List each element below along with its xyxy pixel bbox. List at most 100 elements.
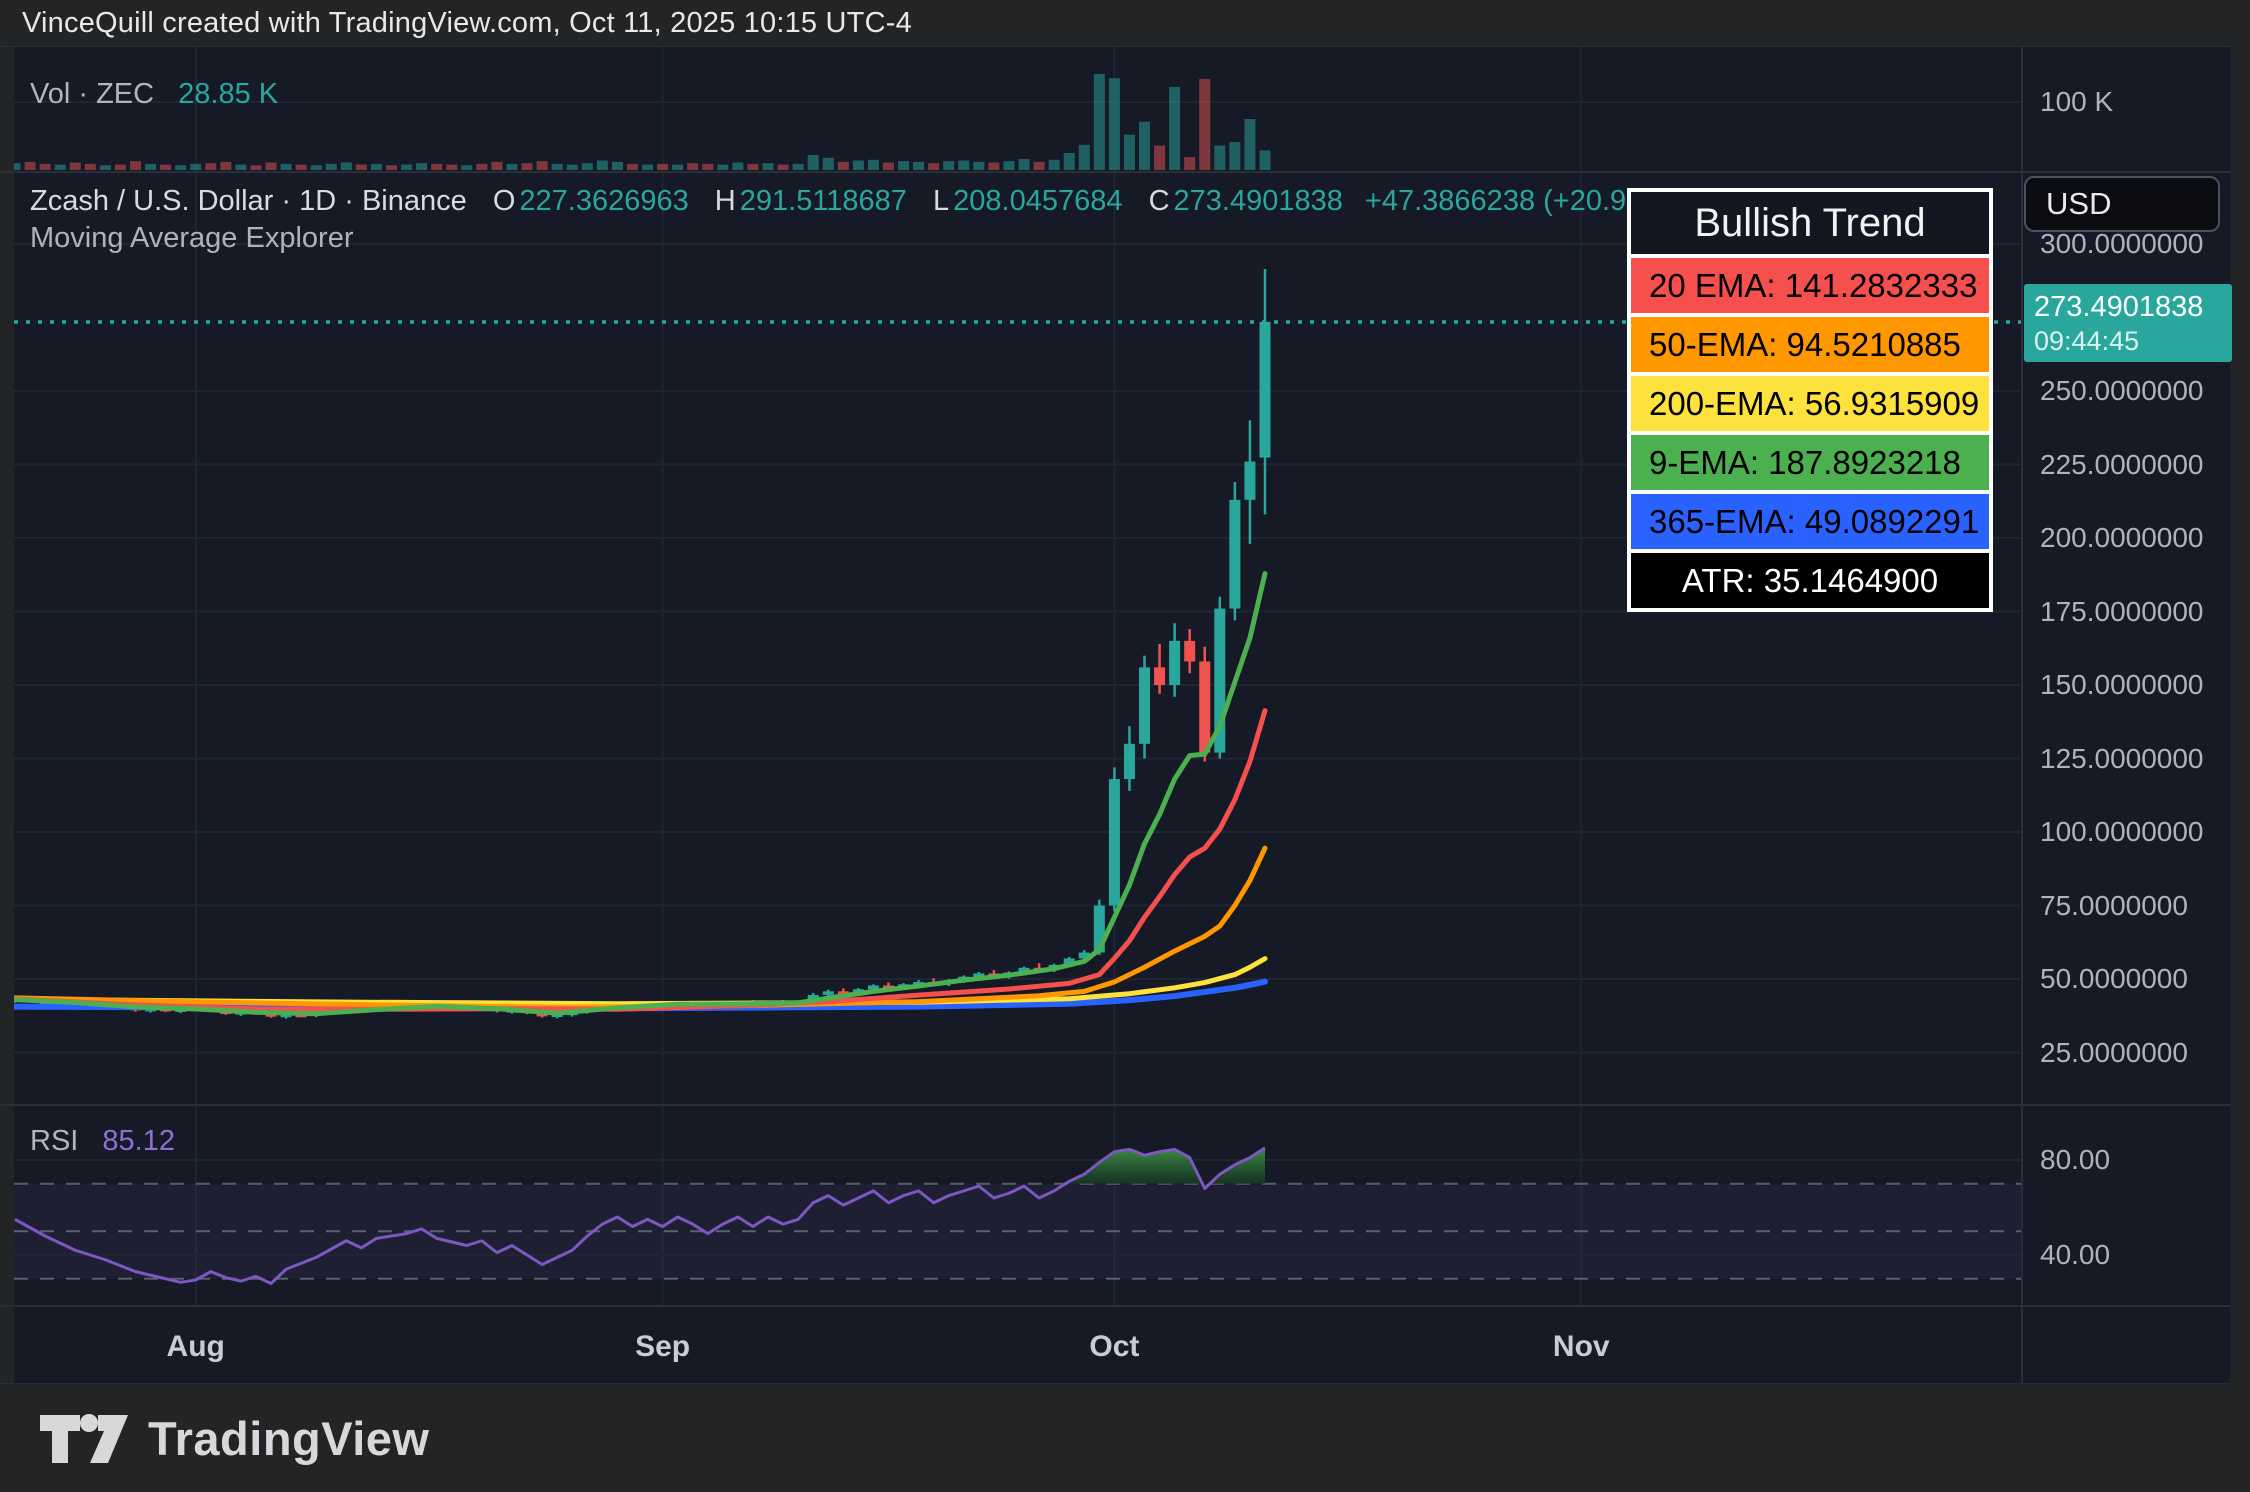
volume-bar [1199, 78, 1211, 170]
ema-legend-row: ATR: 35.1464900 [1631, 553, 1989, 608]
volume-bar [882, 162, 894, 170]
volume-bar [852, 160, 864, 170]
ema-legend-row: 50-EMA: 94.5210885 [1631, 317, 1989, 372]
price-axis-label: 100.0000000 [2040, 816, 2204, 847]
high-value: 291.5118687 [739, 185, 907, 217]
volume-bar [175, 165, 187, 170]
symbol-legend[interactable]: Zcash / U.S. Dollar · 1D · Binance O 227.… [30, 185, 1678, 218]
candle-body [1154, 667, 1166, 685]
ema-legend-row: 9-EMA: 187.8923218 [1631, 435, 1989, 490]
volume-bar [69, 162, 81, 170]
price-axis-label: 150.0000000 [2040, 669, 2204, 700]
high-label: H [714, 185, 736, 217]
volume-bar [1229, 142, 1241, 170]
rsi-overbought-fill [1065, 1147, 1265, 1184]
volume-bar [822, 157, 834, 170]
volume-bar [777, 164, 789, 170]
candle-body [1078, 952, 1090, 959]
rsi-label: RSI [30, 1125, 79, 1157]
candle-body [867, 985, 879, 990]
volume-bar [958, 160, 970, 170]
volume-bar [943, 161, 955, 170]
volume-bar [672, 164, 684, 170]
candle-body [1199, 661, 1211, 753]
volume-bar [145, 163, 157, 170]
volume-bar [280, 163, 292, 170]
time-axis-label-nov: Nov [1552, 1330, 1610, 1363]
price-axis-label: 75.0000000 [2040, 889, 2188, 921]
volume-label: Vol · ZEC [30, 78, 155, 110]
volume-bar [295, 164, 307, 170]
volume-bar [250, 165, 262, 170]
left-frame-strip [0, 46, 14, 1384]
close-label: C [1148, 185, 1170, 217]
volume-bar [702, 163, 714, 170]
header-bar: VinceQuill created with TradingView.com,… [0, 0, 2250, 46]
volume-bar [9, 163, 21, 170]
volume-bar [973, 161, 985, 170]
last-price-badge: 273.4901838 09:44:45 [2024, 284, 2232, 362]
price-axis-label: 125.0000000 [2040, 742, 2204, 774]
price-axis-label: 175.0000000 [2040, 595, 2204, 627]
volume-bar [386, 165, 398, 170]
volume-bar [446, 164, 458, 170]
candle-body [1139, 667, 1151, 744]
price-axis-label: 200.0000000 [2040, 522, 2204, 553]
volume-bar [581, 163, 593, 170]
volume-bar [551, 163, 563, 170]
volume-bar [54, 164, 66, 170]
volume-bar [626, 163, 638, 170]
low-label: L [933, 185, 950, 217]
volume-bar [732, 162, 744, 170]
volume-bar [611, 161, 623, 170]
volume-bar [39, 163, 51, 170]
volume-bar [491, 161, 503, 170]
ema-line-200-ema [12, 956, 1268, 1007]
volume-bar [988, 162, 1000, 170]
volume-axis-label: 100 K [2040, 86, 2114, 117]
candle-body [1018, 967, 1030, 973]
ema-legend-row: 200-EMA: 56.9315909 [1631, 376, 1989, 431]
open-label: O [492, 185, 516, 217]
volume-bar [1214, 145, 1226, 170]
price-axis-label: 250.0000000 [2040, 375, 2204, 406]
tradingview-logo-icon[interactable] [38, 1407, 130, 1469]
volume-legend[interactable]: Vol · ZEC 28.85 K [30, 78, 278, 111]
currency-toggle-button[interactable]: USD [2024, 176, 2220, 232]
volume-bar [1259, 150, 1271, 170]
volume-bar [1018, 159, 1030, 170]
volume-bar [687, 163, 699, 170]
candle-body [822, 991, 834, 995]
volume-bar [792, 163, 804, 170]
volume-bar [566, 164, 578, 170]
time-axis-label-aug: Aug [166, 1330, 225, 1363]
rsi-legend[interactable]: RSI 85.12 [30, 1125, 175, 1158]
candle-body [280, 1014, 292, 1018]
volume-bar [190, 163, 202, 170]
volume-bar [657, 163, 669, 170]
last-price-value: 273.4901838 [2034, 291, 2204, 323]
candle-body [1063, 958, 1075, 965]
volume-bar [1244, 119, 1256, 170]
volume-bar [1169, 87, 1181, 170]
volume-bar [898, 161, 910, 170]
volume-bar [642, 164, 654, 170]
volume-bar [370, 163, 382, 170]
ema-legend-row: 20 EMA: 141.2832333 [1631, 258, 1989, 313]
volume-bar [1033, 161, 1045, 170]
moving-average-legend-box: Bullish Trend 20 EMA: 141.2832333 50-EMA:… [1627, 188, 1993, 612]
price-axis-label: 225.0000000 [2040, 448, 2204, 480]
volume-bar [867, 159, 879, 170]
volume-bar [1003, 161, 1015, 170]
volume-bar [84, 163, 96, 170]
time-axis[interactable]: Aug Sep Oct Nov [0, 1306, 2250, 1384]
candle-body [1184, 640, 1196, 662]
volume-bar [431, 163, 443, 170]
time-axis-label-sep: Sep [635, 1330, 691, 1363]
indicator-legend[interactable]: Moving Average Explorer [30, 222, 353, 255]
volume-bar [1123, 134, 1135, 170]
candle-body [1259, 321, 1271, 458]
indicator-name: Moving Average Explorer [30, 222, 354, 254]
ema-line-9-ema [12, 571, 1268, 1017]
volume-bar [913, 161, 925, 170]
